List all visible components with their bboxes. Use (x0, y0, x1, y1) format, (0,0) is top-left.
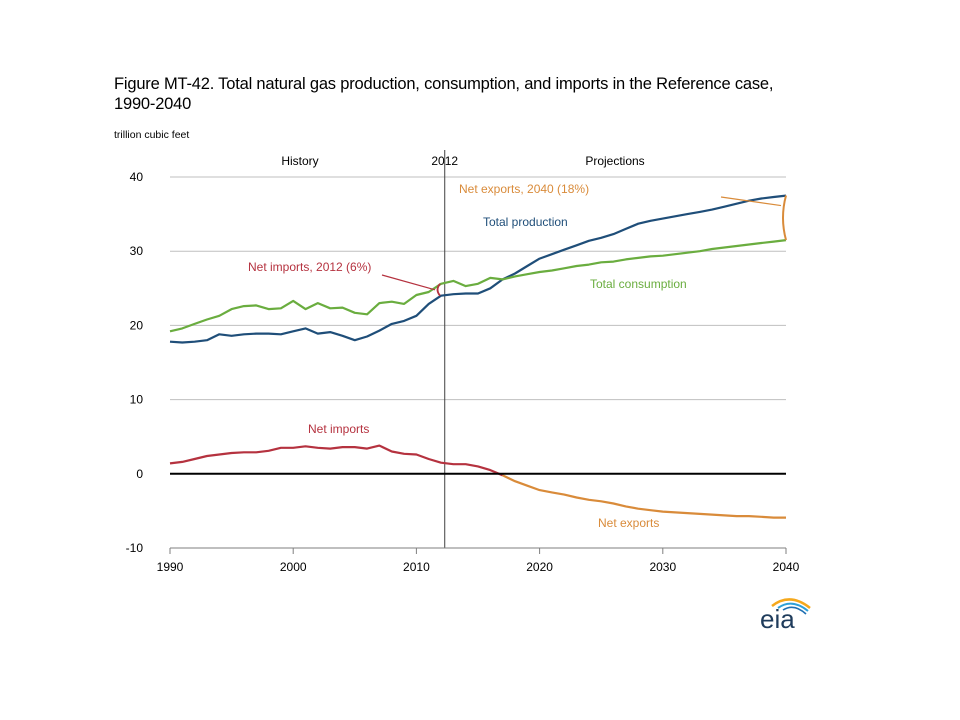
history-projection-divider: 2012 History Projections (281, 150, 645, 548)
series-label-consumption: Total consumption (590, 277, 687, 291)
eia-logo: eia (760, 598, 811, 634)
y-axis-unit-label: trillion cubic feet (114, 129, 190, 141)
series-line-production (169, 194, 787, 344)
y-tick-label-40: 40 (130, 170, 144, 184)
annotation-net-exports-2040: Net exports, 2040 (18%) (459, 182, 589, 196)
y-tick-label-10: 10 (130, 393, 144, 407)
chart-title: Figure MT-42. Total natural gas producti… (114, 75, 774, 113)
x-tick-label-1990: 1990 (157, 560, 184, 574)
projections-label: Projections (585, 154, 644, 168)
series-line-net-imports (169, 444, 504, 477)
x-tick-label-2040: 2040 (773, 560, 800, 574)
x-tick-label-2020: 2020 (526, 560, 553, 574)
gridlines (170, 176, 786, 401)
series-line-net-exports (502, 474, 786, 519)
x-tick-label-2000: 2000 (280, 560, 307, 574)
series-line-consumption (169, 239, 787, 333)
x-tick-label-2030: 2030 (649, 560, 676, 574)
series-label-net-imports: Net imports (308, 422, 369, 436)
series-label-net-exports: Net exports (598, 516, 659, 530)
y-tick-label-0: 0 (136, 467, 143, 481)
annotation-net-imports-2012: Net imports, 2012 (6%) (248, 260, 371, 274)
eia-logo-text: eia (760, 604, 795, 634)
annotation-brace-net-imports-2012 (436, 283, 441, 297)
annotations: Total production Total consumption Net imp… (248, 182, 787, 530)
annotation-brace-net-exports-2040 (782, 195, 787, 241)
series-label-production: Total production (483, 215, 568, 229)
annotation-arrow-net-exports-2040 (720, 196, 782, 207)
divider-year-label: 2012 (431, 154, 458, 168)
x-tick-label-2010: 2010 (403, 560, 430, 574)
annotation-arrow-net-imports-2012 (381, 274, 436, 291)
y-tick-label-20: 20 (130, 318, 144, 332)
history-label: History (281, 154, 318, 168)
y-tick-label--10: -10 (126, 541, 144, 555)
y-tick-label-30: 30 (130, 244, 144, 258)
series-lines (169, 194, 787, 519)
